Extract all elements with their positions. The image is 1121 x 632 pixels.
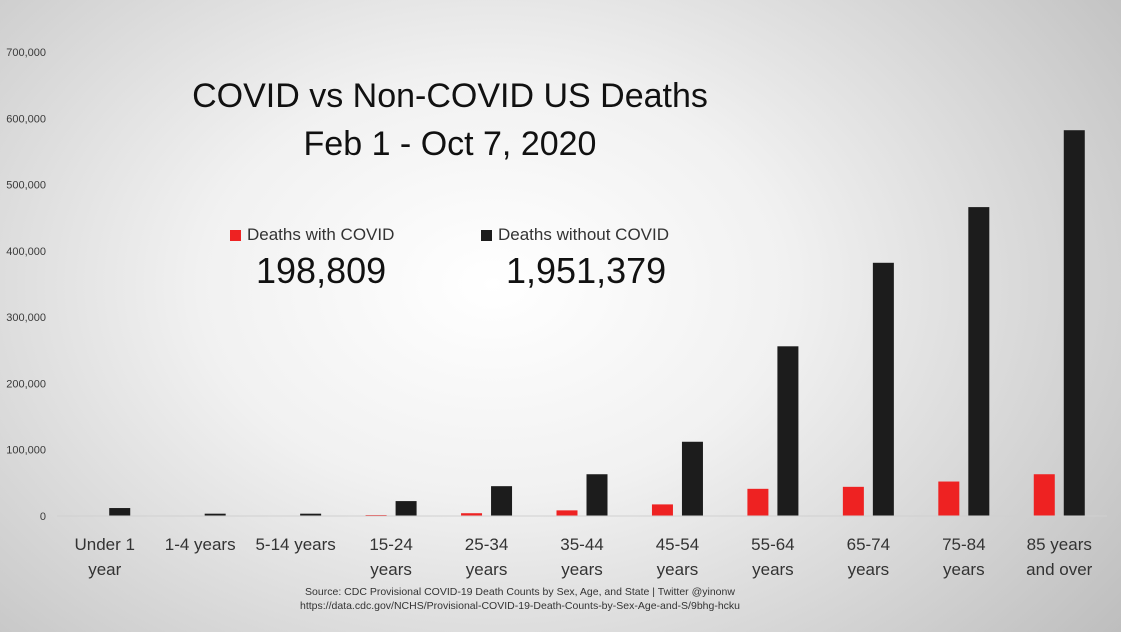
- bar-without-covid: [872, 262, 894, 516]
- x-tick-label: 5-14 years: [255, 535, 335, 554]
- y-tick-label: 300,000: [6, 312, 46, 324]
- x-tick-label: 25-34 years: [465, 535, 508, 579]
- x-axis: Under 1 year 1-4 years 5-14 years 15-24 years…: [74, 535, 1092, 579]
- x-tick-label: 65-74 years: [847, 535, 890, 579]
- x-tick-label: 45-54 years: [656, 535, 699, 579]
- y-tick-label: 100,000: [6, 445, 46, 457]
- y-tick-label: 400,000: [6, 246, 46, 258]
- bar-without-covid: [395, 501, 417, 516]
- bar-without-covid: [968, 207, 990, 516]
- legend-label-with-covid: Deaths with COVID: [247, 225, 395, 244]
- legend-entry-without-covid: Deaths without COVID: [481, 225, 669, 245]
- bar-with-covid: [842, 486, 864, 516]
- y-tick-label: 0: [40, 511, 46, 523]
- chart-title-block: COVID vs Non-COVID US Deaths Feb 1 - Oct…: [110, 72, 790, 168]
- chart-subtitle: Feb 1 - Oct 7, 2020: [303, 125, 597, 163]
- source-line: Source: CDC Provisional COVID-19 Death C…: [305, 586, 735, 598]
- bar-without-covid: [681, 441, 703, 516]
- x-tick-label: 55-64 years: [751, 535, 794, 579]
- legend-swatch-without-covid: [481, 229, 492, 241]
- total-without-covid: 1,951,379: [506, 250, 667, 291]
- x-tick-label: Under 1 year: [74, 535, 134, 579]
- chart-title: COVID vs Non-COVID US Deaths: [192, 77, 708, 115]
- bar-with-covid: [461, 513, 483, 516]
- bar-without-covid: [491, 486, 513, 516]
- bar-with-covid: [747, 488, 769, 516]
- bar-without-covid: [1063, 130, 1085, 516]
- total-with-covid: 198,809: [256, 250, 387, 291]
- y-tick-label: 500,000: [6, 180, 46, 192]
- x-tick-label: 35-44 years: [560, 535, 603, 579]
- bar-without-covid: [204, 513, 226, 516]
- y-axis: 0 100,000 200,000 300,000 400,000 500,000 600,…: [6, 47, 46, 523]
- bar-with-covid: [556, 510, 578, 516]
- source-url: https://data.cdc.gov/NCHS/Provisional-CO…: [299, 600, 741, 612]
- legend-label-without-covid: Deaths without COVID: [498, 225, 670, 244]
- y-tick-label: 700,000: [6, 47, 46, 59]
- bar-with-covid: [1033, 474, 1055, 516]
- legend-swatch-with-covid: [230, 229, 241, 241]
- x-tick-label: 1-4 years: [165, 535, 236, 554]
- bar-without-covid: [586, 474, 608, 516]
- bar-without-covid: [777, 346, 799, 516]
- bar-without-covid: [300, 513, 322, 516]
- bar-with-covid: [651, 504, 673, 516]
- source-note: Source: CDC Provisional COVID-19 Death C…: [240, 585, 800, 613]
- bar-with-covid: [938, 481, 960, 516]
- legend-entry-with-covid: Deaths with COVID: [230, 225, 394, 245]
- x-tick-label: 85 years and over: [1026, 535, 1092, 579]
- bar-without-covid: [109, 508, 131, 516]
- y-tick-label: 600,000: [6, 113, 46, 125]
- bars: [79, 130, 1085, 517]
- x-tick-label: 15-24 years: [369, 535, 412, 579]
- y-tick-label: 200,000: [6, 378, 46, 390]
- x-tick-label: 75-84 years: [942, 535, 985, 579]
